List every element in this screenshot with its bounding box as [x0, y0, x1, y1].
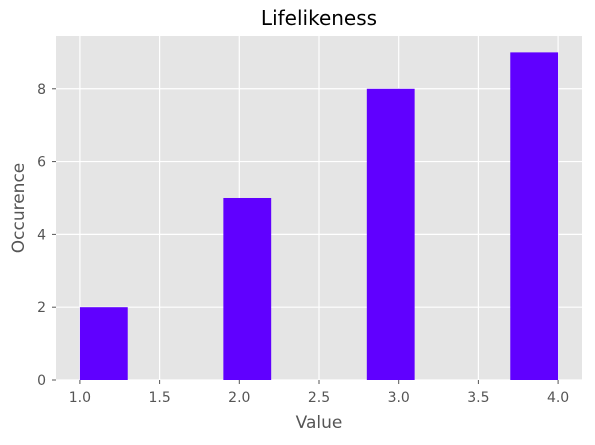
x-tick-label: 1.0 [69, 390, 91, 406]
y-tick-label: 0 [37, 373, 46, 389]
histogram-bar [223, 197, 272, 380]
bars [79, 52, 559, 380]
y-tick-label: 2 [37, 300, 46, 316]
x-tick-label: 3.5 [467, 390, 489, 406]
y-axis-label: Occurence [9, 163, 29, 254]
x-axis-ticks: 1.0 1.5 2.0 2.5 3.0 3.5 4.0 [69, 380, 569, 406]
y-axis-ticks: 0 2 4 6 8 [37, 82, 56, 389]
x-axis-label: Value [296, 413, 343, 433]
x-tick-label: 3.0 [388, 390, 410, 406]
x-tick-label: 4.0 [547, 390, 569, 406]
chart-title: Lifelikeness [261, 6, 377, 30]
histogram-bar [79, 307, 128, 380]
x-tick-label: 2.5 [308, 390, 330, 406]
y-tick-label: 8 [37, 82, 46, 98]
x-tick-label: 2.0 [228, 390, 250, 406]
y-tick-label: 4 [37, 227, 46, 243]
histogram-bar [510, 52, 559, 380]
histogram-bar [366, 88, 415, 380]
y-tick-label: 6 [37, 155, 46, 171]
x-tick-label: 1.5 [148, 390, 170, 406]
